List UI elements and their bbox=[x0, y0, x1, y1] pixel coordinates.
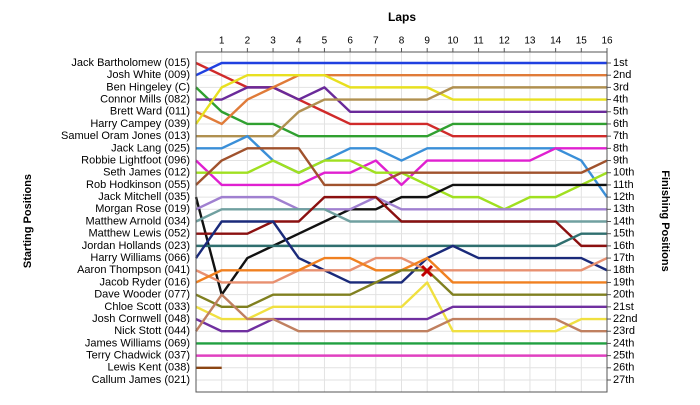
y2-tick-label: 3rd bbox=[613, 81, 629, 93]
starting-position-label: Jack Lang (025) bbox=[111, 142, 190, 154]
x-tick-label: 4 bbox=[296, 36, 302, 47]
x-tick-label: 13 bbox=[524, 36, 536, 47]
starting-position-label: Rob Hodkinson (055) bbox=[86, 179, 190, 191]
y2-tick-label: 16th bbox=[613, 240, 634, 252]
y2-tick-label: 11th bbox=[613, 179, 634, 191]
driver-line bbox=[195, 86, 607, 138]
starting-position-label: Nick Stott (044) bbox=[114, 325, 190, 337]
x-tick-label: 5 bbox=[322, 36, 328, 47]
starting-position-label: Terry Chadwick (037) bbox=[86, 350, 190, 362]
x-tick-label: 12 bbox=[499, 36, 511, 47]
y2-tick-label: 21st bbox=[613, 301, 634, 313]
x-tick-label: 10 bbox=[447, 36, 459, 47]
starting-position-label: Jack Mitchell (035) bbox=[98, 191, 190, 203]
starting-position-label: Connor Mills (082) bbox=[100, 93, 190, 105]
y-axis-title: Starting Positions bbox=[22, 174, 34, 268]
x-tick-label: 16 bbox=[601, 36, 613, 47]
driver-line bbox=[195, 281, 607, 333]
driver-line bbox=[195, 195, 607, 211]
starting-position-label: Josh White (009) bbox=[107, 69, 190, 81]
starting-position-label: Samuel Oram Jones (013) bbox=[61, 130, 190, 142]
y2-tick-label: 7th bbox=[613, 130, 628, 142]
y2-tick-label: 18th bbox=[613, 264, 634, 276]
driver-line bbox=[195, 147, 608, 187]
driver-line bbox=[195, 61, 607, 77]
x-tick-label: 2 bbox=[245, 36, 251, 47]
y2-tick-label: 23rd bbox=[613, 325, 635, 337]
driver-line bbox=[195, 147, 607, 187]
chart-title: Laps bbox=[388, 10, 416, 24]
y2-tick-label: 20th bbox=[613, 289, 634, 301]
plot-border bbox=[195, 51, 608, 393]
x-tick-label: 14 bbox=[550, 36, 562, 47]
y2-tick-label: 26th bbox=[613, 362, 634, 374]
x-tick-label: 15 bbox=[576, 36, 588, 47]
starting-position-label: Seth James (012) bbox=[103, 167, 190, 179]
y2-tick-label: 14th bbox=[613, 215, 634, 227]
driver-line bbox=[196, 134, 608, 198]
starting-position-label: Aaron Thompson (041) bbox=[77, 264, 190, 276]
starting-position-label: Josh Cornwell (048) bbox=[92, 313, 190, 325]
x-tick-label: 7 bbox=[373, 36, 379, 47]
starting-position-label: Jacob Ryder (016) bbox=[100, 276, 191, 288]
y2-tick-label: 27th bbox=[613, 374, 634, 386]
starting-position-label: Jack Bartholomew (015) bbox=[71, 57, 190, 69]
y2-tick-label: 25th bbox=[613, 350, 634, 362]
y2-tick-label: 10th bbox=[613, 167, 634, 179]
starting-position-label: Callum James (021) bbox=[92, 374, 190, 386]
driver-line bbox=[194, 183, 607, 296]
driver-line bbox=[195, 73, 607, 125]
y2-tick-label: 5th bbox=[613, 106, 628, 118]
starting-position-label: Lewis Kent (038) bbox=[107, 362, 190, 374]
y2-tick-label: 6th bbox=[613, 118, 628, 130]
retirement-marker bbox=[420, 264, 434, 278]
driver-line bbox=[196, 195, 607, 248]
y2-tick-label: 24th bbox=[613, 337, 634, 349]
starting-position-label: Robbie Lightfoot (096) bbox=[81, 154, 190, 166]
starting-position-label: Dave Wooder (077) bbox=[94, 289, 190, 301]
starting-position-label: Morgan Rose (019) bbox=[95, 203, 190, 215]
x-tick-label: 8 bbox=[399, 36, 405, 47]
y2-tick-label: 2nd bbox=[613, 69, 631, 81]
driver-line bbox=[195, 305, 607, 333]
driver-line bbox=[195, 269, 607, 309]
starting-position-label: Brett Ward (011) bbox=[110, 106, 190, 118]
y2-tick-label: 1st bbox=[613, 57, 628, 69]
y2-tick-label: 17th bbox=[613, 252, 634, 264]
driver-line bbox=[196, 86, 607, 138]
y2-tick-label: 19th bbox=[613, 276, 634, 288]
y2-tick-label: 15th bbox=[613, 228, 634, 240]
y2-axis-title: Finishing Positions bbox=[659, 170, 671, 271]
x-tick-label: 3 bbox=[270, 36, 276, 47]
starting-position-label: Jordan Hollands (023) bbox=[82, 240, 190, 252]
starting-position-label: Harry Williams (066) bbox=[90, 252, 190, 264]
y2-tick-label: 12th bbox=[613, 191, 634, 203]
x-tick-label: 6 bbox=[347, 36, 353, 47]
driver-line bbox=[195, 293, 607, 333]
starting-position-label: Harry Campey (039) bbox=[90, 118, 190, 130]
starting-position-label: James Williams (069) bbox=[85, 337, 190, 349]
starting-position-label: Ben Hingeley (C) bbox=[106, 81, 190, 93]
driver-line bbox=[196, 86, 607, 113]
starting-position-label: Chloe Scott (033) bbox=[104, 301, 190, 313]
x-tick-label: 9 bbox=[424, 36, 430, 47]
driver-line bbox=[195, 220, 608, 284]
y2-tick-label: 4th bbox=[613, 93, 628, 105]
retirement-cross bbox=[420, 264, 434, 278]
starting-position-label: Matthew Arnold (034) bbox=[85, 215, 190, 227]
lines bbox=[194, 61, 608, 382]
y2-tick-label: 9th bbox=[613, 154, 628, 166]
driver-line bbox=[195, 256, 608, 284]
starting-position-label: Matthew Lewis (052) bbox=[89, 228, 191, 240]
y2-tick-label: 22nd bbox=[613, 313, 637, 325]
driver-line bbox=[196, 232, 607, 248]
driver-line bbox=[195, 73, 607, 126]
y2-tick-label: 8th bbox=[613, 142, 628, 154]
y2-tick-label: 13th bbox=[613, 203, 634, 215]
x-tick-label: 11 bbox=[473, 36, 484, 47]
x-tick-label: 1 bbox=[219, 36, 225, 47]
